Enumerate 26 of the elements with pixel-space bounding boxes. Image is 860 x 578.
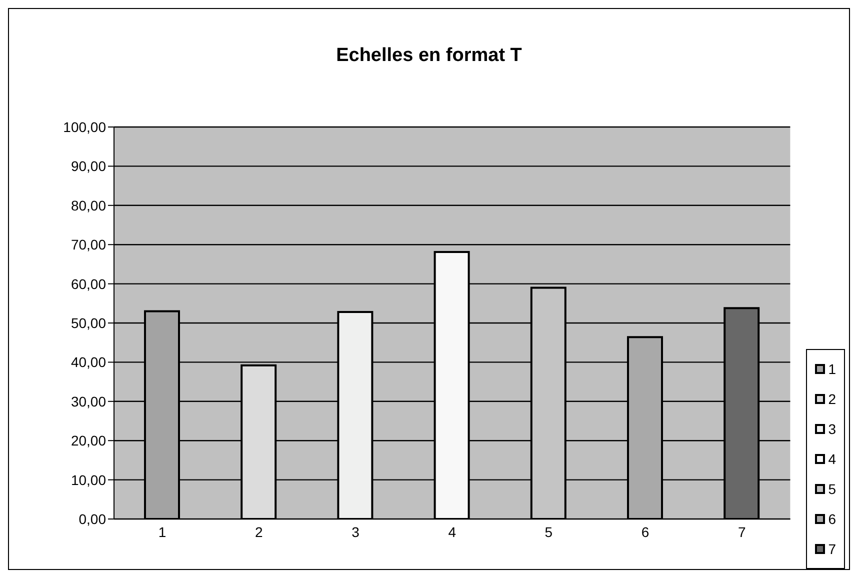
y-tick-label: 90,00	[70, 158, 106, 174]
legend-label: 2	[828, 391, 836, 407]
x-tick-label: 2	[255, 524, 263, 540]
y-tick-label: 60,00	[70, 276, 106, 292]
y-tick-label: 30,00	[70, 393, 106, 410]
legend-label: 3	[828, 421, 836, 437]
y-tick-label: 20,00	[70, 432, 106, 449]
x-tick-label: 5	[544, 524, 553, 540]
x-tick-label: 1	[158, 524, 166, 540]
y-tick-label: 80,00	[70, 197, 106, 214]
y-tick-label: 10,00	[70, 472, 106, 488]
y-tick-label: 50,00	[70, 314, 106, 331]
y-tick-label: 100,00	[63, 118, 106, 135]
legend-label: 5	[828, 481, 836, 497]
legend-label: 6	[828, 511, 836, 527]
chart-title: Echelles en format T	[335, 45, 523, 67]
x-tick-label: 6	[641, 524, 650, 540]
y-tick-label: 0,00	[78, 510, 106, 527]
legend-label: 1	[828, 361, 836, 377]
x-tick-label: 7	[738, 524, 746, 540]
legend-label: 4	[828, 451, 836, 467]
y-tick-label: 70,00	[70, 236, 106, 253]
y-tick-label: 40,00	[70, 354, 106, 370]
legend-label: 7	[828, 541, 836, 557]
x-tick-label: 3	[352, 524, 360, 540]
x-tick-label: 4	[448, 524, 456, 540]
